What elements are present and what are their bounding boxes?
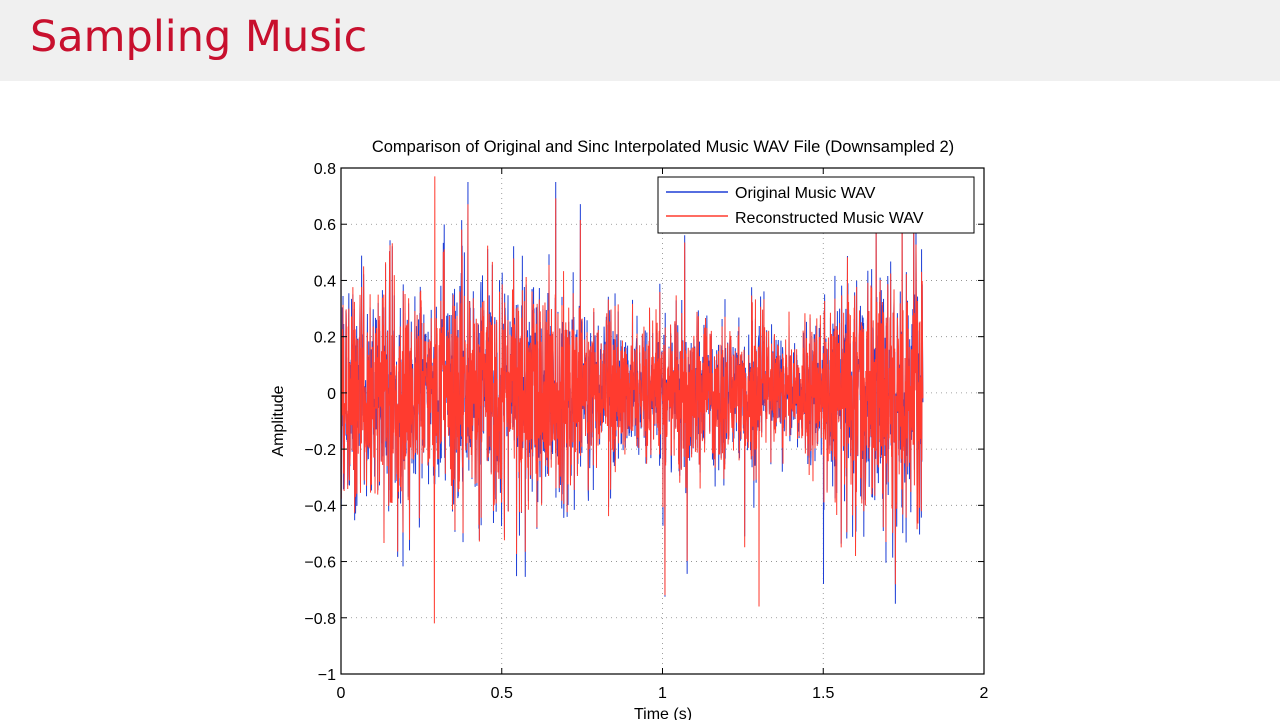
x-tick-labels: 0 0.5 1 1.5 2 <box>337 685 989 702</box>
x-tick-label: 2 <box>980 685 989 702</box>
y-tick-label: 0.6 <box>314 217 336 234</box>
slide-header: Sampling Music <box>0 0 1280 81</box>
y-axis-title: Amplitude <box>270 385 287 456</box>
y-tick-label: −0.2 <box>304 442 336 459</box>
x-tick-label: 0.5 <box>491 685 513 702</box>
x-axis-title: Time (s) <box>634 706 692 720</box>
legend-box <box>657 176 975 234</box>
x-tick-label: 1 <box>658 685 667 702</box>
y-tick-label: −0.6 <box>304 555 336 572</box>
slide-title: Sampling Music <box>30 12 368 62</box>
y-tick-label: 0.8 <box>314 161 336 178</box>
legend-label-reconstructed: Reconstructed Music WAV <box>735 210 924 227</box>
legend-label-original: Original Music WAV <box>735 185 876 202</box>
x-tick-label: 1.5 <box>812 685 834 702</box>
y-tick-label: −0.8 <box>304 611 336 628</box>
legend: Original Music WAV Reconstructed Music W… <box>657 176 975 234</box>
y-tick-label: −0.4 <box>304 498 336 515</box>
x-tick-label: 0 <box>337 685 346 702</box>
chart-title: Comparison of Original and Sinc Interpol… <box>372 138 954 156</box>
y-tick-labels: 0.8 0.6 0.4 0.2 0 −0.2 −0.4 −0.6 −0.8 −1 <box>304 161 336 684</box>
y-tick-label: 0.4 <box>314 273 336 290</box>
y-tick-label: 0 <box>327 386 336 403</box>
y-tick-label: 0.2 <box>314 330 336 347</box>
signal-lines <box>340 176 924 624</box>
series-reconstructed-line <box>340 176 924 624</box>
axis-ticks <box>340 167 985 675</box>
y-tick-label: −1 <box>318 667 336 684</box>
